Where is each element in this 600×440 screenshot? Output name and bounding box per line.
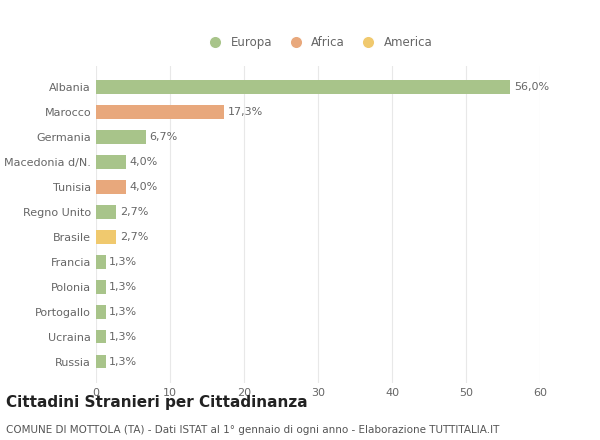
Text: 56,0%: 56,0% [514, 82, 549, 92]
Bar [96, 130, 146, 144]
Text: 1,3%: 1,3% [109, 332, 137, 341]
Text: COMUNE DI MOTTOLA (TA) - Dati ISTAT al 1° gennaio di ogni anno - Elaborazione TU: COMUNE DI MOTTOLA (TA) - Dati ISTAT al 1… [6, 425, 499, 436]
Text: 4,0%: 4,0% [130, 157, 158, 167]
Text: 17,3%: 17,3% [228, 107, 263, 117]
Text: 1,3%: 1,3% [109, 307, 137, 317]
Bar [96, 230, 116, 244]
Text: 1,3%: 1,3% [109, 257, 137, 267]
Bar [96, 355, 106, 368]
Bar [96, 155, 125, 169]
Legend: Europa, Africa, America: Europa, Africa, America [199, 31, 437, 54]
Text: 2,7%: 2,7% [119, 232, 148, 242]
Text: 1,3%: 1,3% [109, 282, 137, 292]
Bar [96, 280, 106, 293]
Text: 4,0%: 4,0% [130, 182, 158, 192]
Bar [96, 305, 106, 319]
Bar [96, 180, 125, 194]
Text: 6,7%: 6,7% [149, 132, 178, 142]
Bar [96, 105, 224, 119]
Bar [96, 330, 106, 344]
Bar [96, 81, 511, 94]
Bar [96, 255, 106, 269]
Text: Cittadini Stranieri per Cittadinanza: Cittadini Stranieri per Cittadinanza [6, 395, 308, 410]
Bar [96, 205, 116, 219]
Text: 1,3%: 1,3% [109, 356, 137, 367]
Text: 2,7%: 2,7% [119, 207, 148, 217]
